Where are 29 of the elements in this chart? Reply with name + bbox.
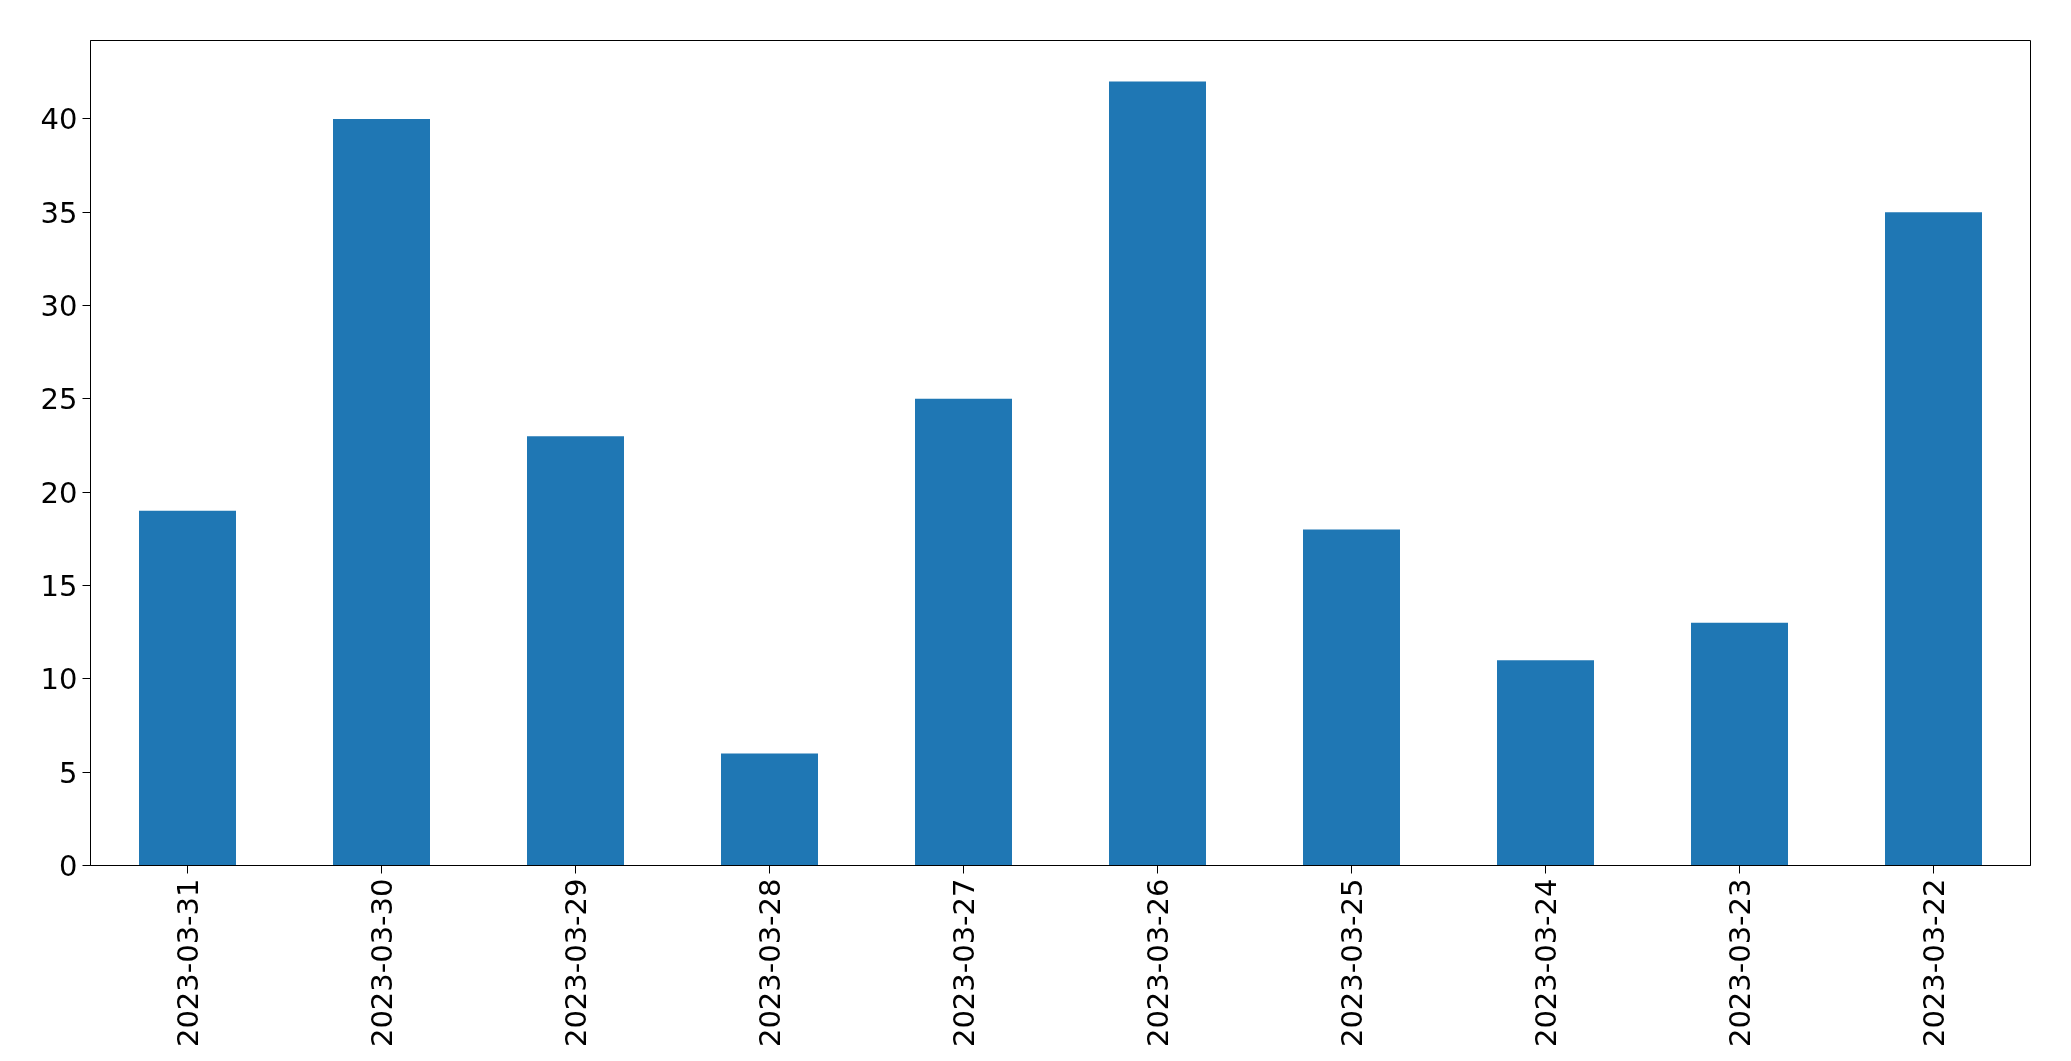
y-tick-label: 10 <box>40 662 78 697</box>
bar <box>1109 81 1206 866</box>
y-tick-label: 20 <box>40 475 78 510</box>
x-tick-label: 2023-03-29 <box>559 878 593 1048</box>
bar <box>527 436 624 866</box>
bar <box>1885 212 1982 866</box>
bar <box>721 753 818 866</box>
x-tick-label: 2023-03-27 <box>947 878 981 1048</box>
bar <box>915 398 1012 866</box>
bar <box>139 510 236 866</box>
bar <box>1691 622 1788 866</box>
y-tick-label: 25 <box>40 382 78 417</box>
x-tick-label: 2023-03-22 <box>1917 878 1951 1048</box>
x-tick-label: 2023-03-25 <box>1335 878 1369 1048</box>
x-tick-label: 2023-03-23 <box>1723 878 1757 1048</box>
x-tick-label: 2023-03-31 <box>171 878 205 1048</box>
x-tick-label: 2023-03-24 <box>1529 878 1563 1048</box>
y-tick-label: 35 <box>40 195 78 230</box>
y-tick-label: 5 <box>59 755 78 790</box>
x-tick-label: 2023-03-30 <box>365 878 399 1048</box>
x-tick-label: 2023-03-26 <box>1141 878 1175 1048</box>
bar <box>1497 660 1594 866</box>
y-tick-label: 0 <box>59 849 78 883</box>
bar <box>1303 529 1400 866</box>
y-tick-label: 15 <box>40 569 78 604</box>
y-tick-label: 40 <box>40 102 78 137</box>
y-tick-label: 30 <box>40 289 78 324</box>
bar <box>333 118 430 866</box>
x-tick-label: 2023-03-28 <box>753 878 787 1048</box>
